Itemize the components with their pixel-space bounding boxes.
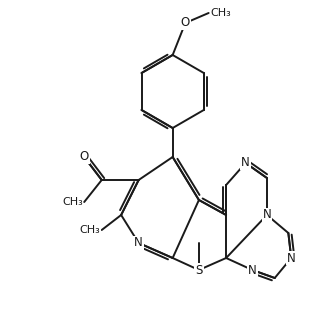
Text: S: S (195, 264, 203, 276)
Text: N: N (241, 156, 250, 170)
Text: CH₃: CH₃ (62, 197, 83, 207)
Text: N: N (287, 252, 296, 264)
Text: N: N (134, 237, 143, 249)
Text: N: N (248, 264, 257, 276)
Text: O: O (80, 151, 89, 163)
Text: CH₃: CH₃ (210, 8, 231, 18)
Text: O: O (181, 17, 190, 29)
Text: CH₃: CH₃ (80, 225, 100, 235)
Text: N: N (262, 208, 271, 222)
